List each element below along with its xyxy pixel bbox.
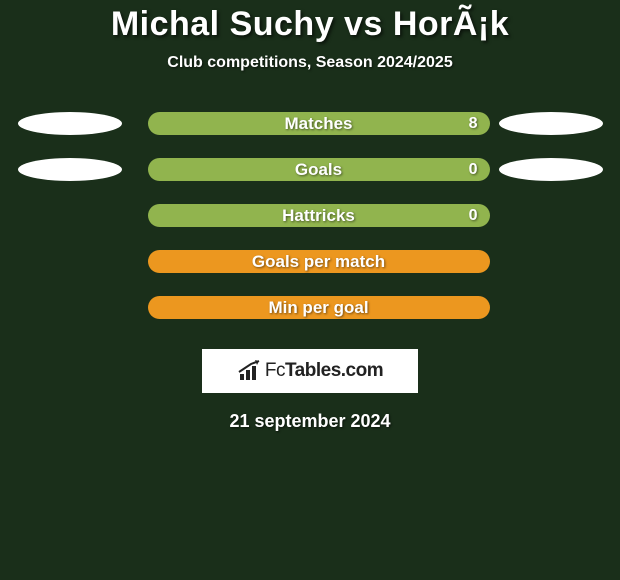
chart-icon (237, 360, 263, 382)
stat-row: Matches 8 (0, 112, 620, 135)
stat-bar: Min per goal (148, 296, 490, 319)
page-subtitle: Club competitions, Season 2024/2025 (167, 54, 452, 72)
left-ellipse (18, 112, 122, 135)
stat-bar: Goals 0 (148, 158, 490, 181)
stat-label: Matches (284, 114, 352, 134)
stats-rows: Matches 8 Goals 0 Hattricks 0 Goals per match M… (0, 112, 620, 319)
stat-bar: Goals per match (148, 250, 490, 273)
page-title: Michal Suchy vs HorÃ¡k (111, 5, 509, 44)
stat-row: Goals per match (0, 250, 620, 273)
stat-bar: Hattricks 0 (148, 204, 490, 227)
stat-label: Goals per match (252, 252, 385, 272)
stat-label: Goals (295, 160, 342, 180)
stat-bar: Matches 8 (148, 112, 490, 135)
stat-value: 8 (469, 115, 478, 133)
stat-row: Hattricks 0 (0, 204, 620, 227)
fctables-label: FcTables.com (265, 360, 383, 382)
fctables-attribution: FcTables.com (202, 349, 418, 393)
stat-value: 0 (469, 207, 478, 225)
right-ellipse (499, 158, 603, 181)
stat-row: Min per goal (0, 296, 620, 319)
left-ellipse (18, 158, 122, 181)
stat-row: Goals 0 (0, 158, 620, 181)
date-label: 21 september 2024 (229, 411, 390, 432)
right-ellipse (499, 112, 603, 135)
stat-label: Hattricks (282, 206, 355, 226)
stat-label: Min per goal (268, 298, 368, 318)
stat-value: 0 (469, 161, 478, 179)
